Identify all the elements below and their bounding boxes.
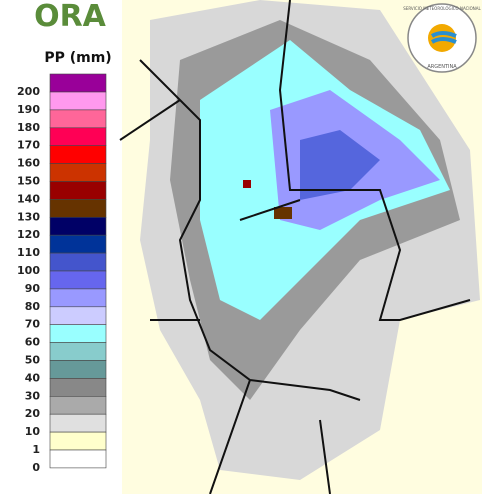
legend-swatch <box>49 306 107 325</box>
logo-waves <box>430 31 457 44</box>
legend-label: 0 <box>32 461 40 474</box>
legend-swatch <box>49 217 107 236</box>
legend-label: 70 <box>25 318 41 331</box>
province-borders <box>119 0 471 494</box>
legend-swatch <box>49 252 107 272</box>
logo-text: ORA <box>34 0 107 34</box>
legend-swatch <box>49 360 107 379</box>
legend-swatch <box>49 413 107 433</box>
legend-swatch <box>49 342 107 361</box>
legend-swatch <box>49 395 107 415</box>
legend-label: 50 <box>25 354 41 367</box>
legend-swatch <box>49 163 107 182</box>
legend-title: PP (mm) <box>44 50 111 66</box>
legend-label: 1 <box>32 443 40 456</box>
agency-country: ARGENTINA <box>427 64 457 70</box>
legend-swatch <box>49 181 107 200</box>
legend: 2001901801701601501401301201101009080706… <box>17 73 107 474</box>
legend-swatch <box>49 91 107 111</box>
legend-swatch <box>49 73 107 93</box>
legend-label: 130 <box>17 210 40 223</box>
legend-label: 60 <box>25 336 41 349</box>
legend-swatch <box>49 449 107 469</box>
legend-label: 180 <box>17 121 40 134</box>
legend-label: 140 <box>17 192 40 205</box>
legend-swatch <box>49 234 107 254</box>
legend-label: 120 <box>17 228 40 241</box>
legend-swatch <box>49 270 107 290</box>
agency-name: SERVICIO METEOROLÓGICO NACIONAL <box>403 6 481 11</box>
legend-swatch <box>49 378 107 397</box>
legend-swatch <box>49 288 107 308</box>
legend-swatch <box>49 145 107 164</box>
legend-label: 30 <box>25 389 41 402</box>
legend-label: 90 <box>25 282 41 295</box>
legend-swatch <box>49 431 107 451</box>
legend-label: 160 <box>17 157 40 170</box>
legend-swatch <box>49 109 107 129</box>
legend-swatch <box>49 127 107 147</box>
legend-label: 200 <box>17 85 40 98</box>
legend-label: 10 <box>25 425 41 438</box>
legend-label: 100 <box>17 264 40 277</box>
legend-label: 150 <box>17 175 40 188</box>
legend-label: 40 <box>25 371 41 384</box>
legend-label: 80 <box>25 300 41 313</box>
rain-peak <box>274 207 292 219</box>
rain-blue <box>300 130 380 200</box>
map <box>119 0 482 494</box>
agency-logo: SERVICIO METEOROLÓGICO NACIONAL ARGENTIN… <box>403 3 481 73</box>
legend-label: 110 <box>17 246 40 259</box>
legend-swatch <box>49 324 107 343</box>
rain-peak <box>243 180 251 188</box>
legend-swatch <box>49 199 107 218</box>
legend-label: 170 <box>17 139 40 152</box>
legend-label: 190 <box>17 103 40 116</box>
legend-label: 20 <box>25 407 41 420</box>
